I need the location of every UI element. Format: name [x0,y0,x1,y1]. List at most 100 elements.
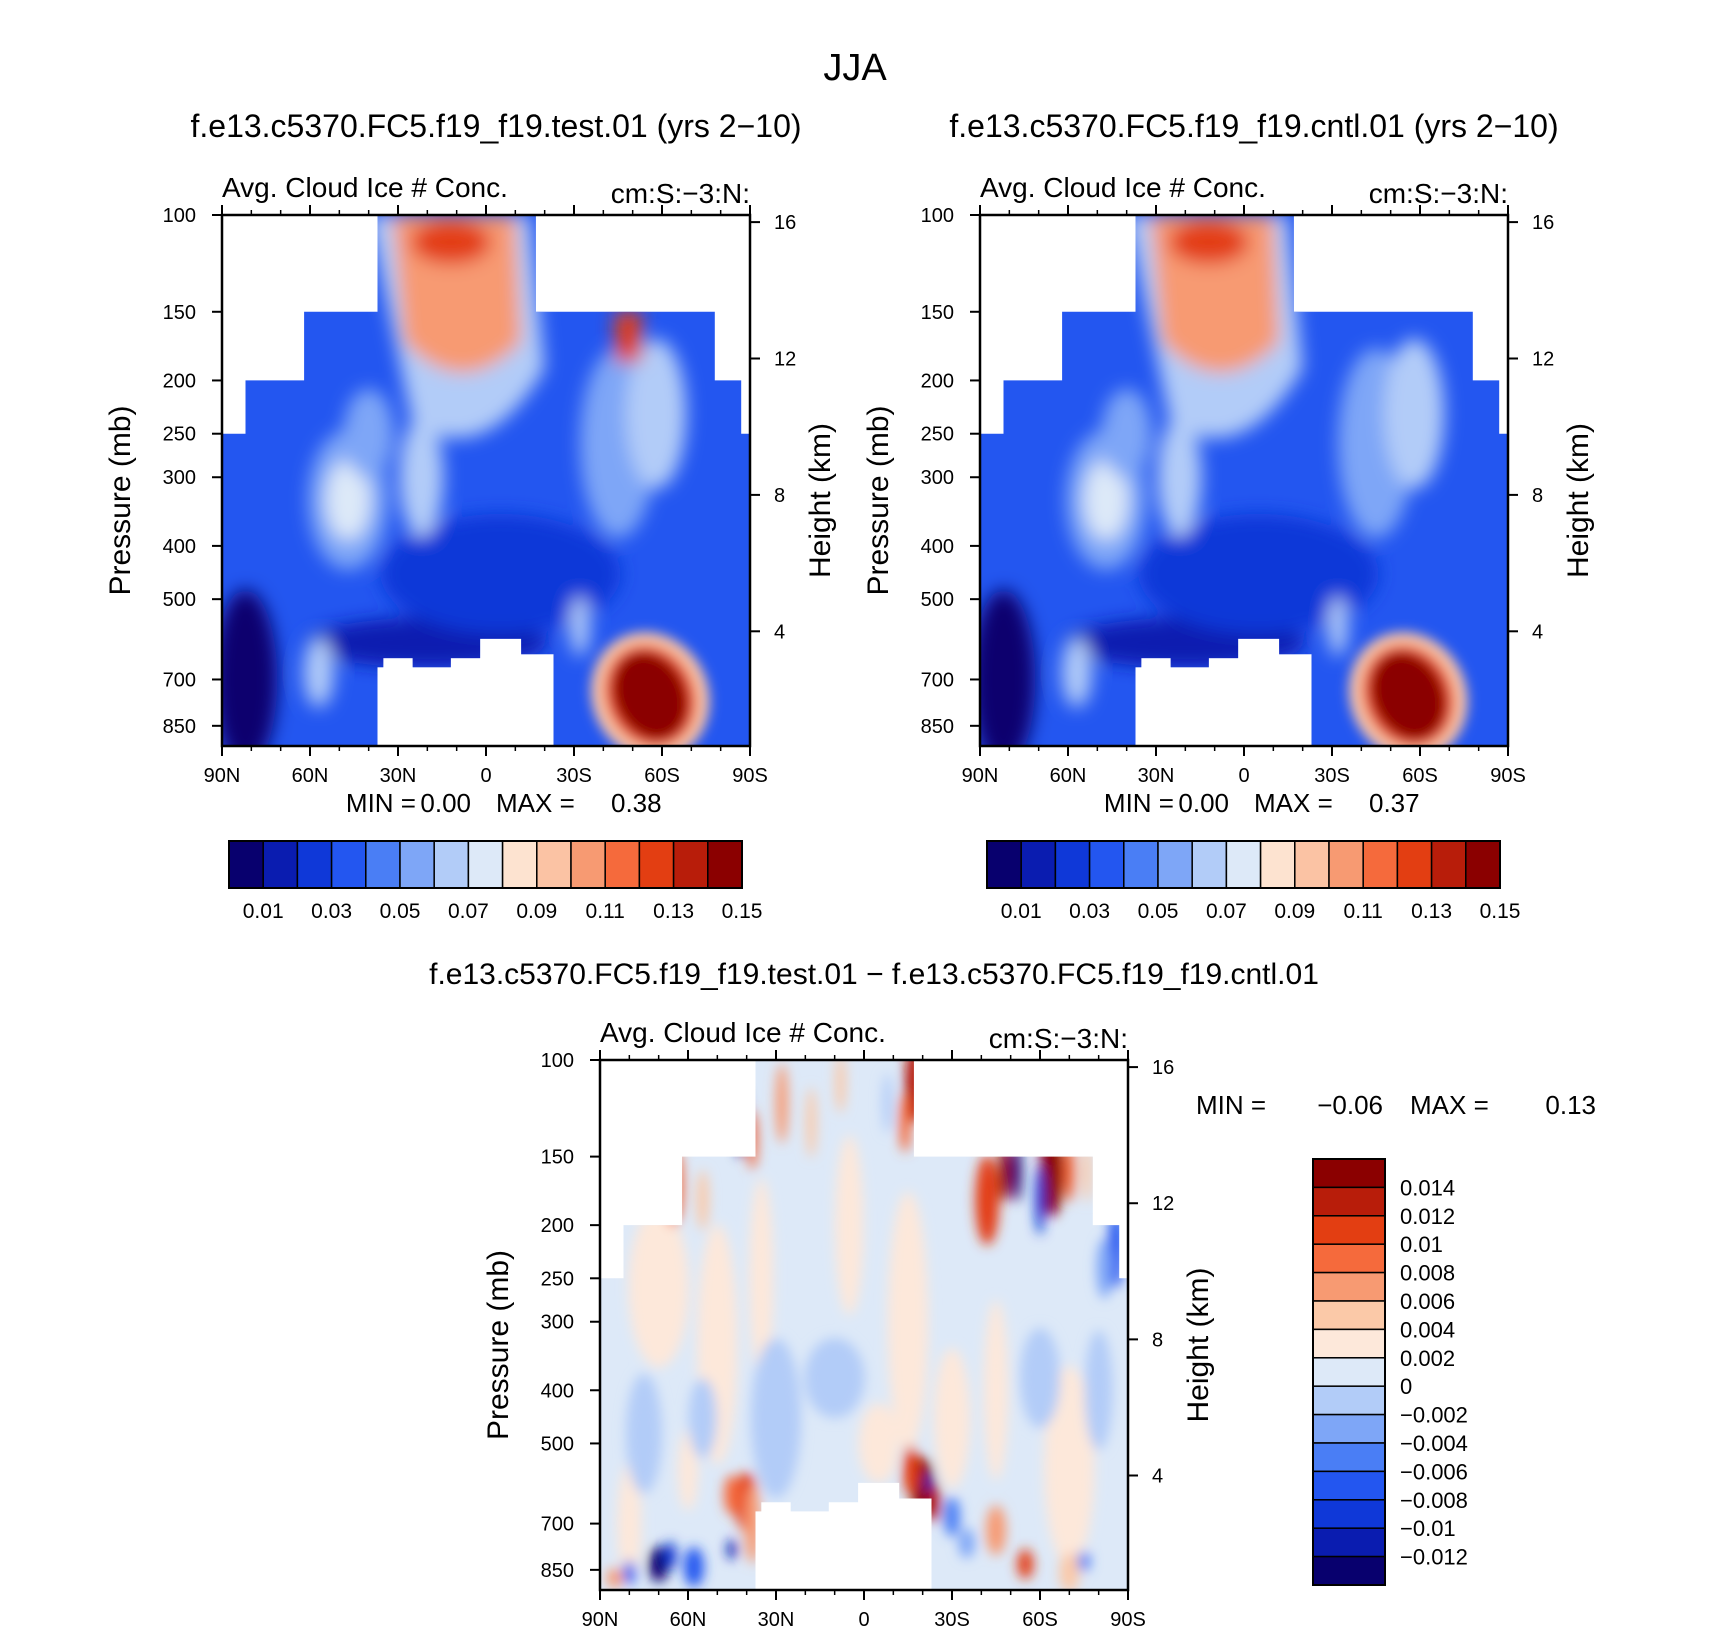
field-contour [835,1060,846,1113]
min-label: MIN = [1104,788,1174,818]
field-contour [663,1146,684,1227]
colorbar-frame [228,840,743,889]
field-contour [749,1178,774,1379]
colorbar-swatch [1396,840,1433,889]
field-contour [1084,459,1129,540]
colorbar-swatch [228,840,264,889]
field-contour [410,220,491,265]
field-contour [744,1483,761,1564]
y-tick-label: 200 [921,370,954,392]
colorbar-label: −0.012 [1400,1545,1468,1570]
colorbar-swatch [1312,1215,1386,1245]
y-axis-label: Pressure (mb) [862,405,895,595]
y-tick-label: 500 [541,1433,574,1455]
field-contour [835,1135,864,1316]
y-right-axis-label: Height (km) [804,423,837,578]
colorbar-label: −0.006 [1400,1459,1468,1484]
y-right-axis-label: Height (km) [1562,423,1595,578]
colorbar-swatch [330,840,367,889]
colorbar-swatch [1312,1271,1386,1302]
field-contour [775,1063,788,1144]
field-contour [806,1087,817,1158]
field-contour [1017,1549,1034,1580]
y-tick-label: 300 [921,467,954,489]
colorbar-label: 0.014 [1400,1175,1455,1200]
y-tick-label: 700 [921,669,954,691]
field-max-layer [590,632,710,746]
field-layer [222,215,750,746]
max-value: 0.37 [1369,788,1420,818]
field-contour [626,1373,662,1494]
y-tick-label: 850 [163,716,196,738]
field-contour [628,1207,689,1368]
field-contour [975,1155,1000,1246]
min-value: −0.06 [1317,1090,1383,1120]
x-tick-label: 0 [480,765,491,787]
colorbar-label: 0.05 [380,900,421,923]
y-tick-label: 150 [921,302,954,324]
colorbar-swatch [501,840,538,889]
colorbar-label: −0.01 [1400,1516,1456,1541]
x-tick-label: 60S [644,765,680,787]
field-contour [727,1539,737,1560]
colorbar-swatch [1312,1243,1386,1274]
y-tick-label: 400 [541,1380,574,1402]
y-tick-label: 250 [541,1268,574,1290]
colorbar-label: 0.11 [1344,900,1383,923]
y-right-tick-label: 8 [1152,1329,1163,1351]
x-tick-label: 30S [934,1609,970,1631]
colorbar-label: 0.01 [1400,1232,1443,1257]
field-contour [751,1338,801,1499]
colorbar-swatch [1312,1158,1386,1189]
colorbar-swatch [1312,1499,1386,1529]
field-layer [980,215,1508,746]
y-right-tick-label: 4 [774,621,785,643]
field-contour [984,1300,1008,1481]
field-contour [888,1191,928,1452]
colorbar-frame [1312,1158,1386,1586]
field-contour [613,652,688,740]
field-contour [1157,417,1202,538]
colorbar-label: 0.09 [1274,900,1315,923]
y-tick-label: 200 [163,370,196,392]
colorbar-swatch [1430,840,1467,889]
colorbar-label: 0.15 [722,900,763,923]
min-value: 0.00 [420,788,471,818]
field-contour [1384,338,1445,489]
left-subtitle: Avg. Cloud Ice # Conc. [600,1017,886,1048]
y-right-tick-label: 16 [1532,212,1554,234]
y-tick-label: 150 [541,1147,574,1169]
y-tick-label: 850 [541,1560,574,1582]
field-blend [222,215,687,746]
field-contour [1138,514,1379,635]
colorbar-swatch [570,840,606,889]
colorbar-label: 0.002 [1400,1346,1455,1371]
colorbar: 0.01 0.03 0.05 0.07 0.09 0.11 0.13 0.15 [986,840,1520,923]
colorbar-swatch [262,840,299,889]
field-contour [899,1092,912,1153]
field-contour [326,459,371,540]
panel-test: f.e13.c5370.FC5.f19_f19.test.01 (yrs 2−1… [104,108,837,923]
y-tick-label: 100 [921,205,954,227]
max-label: MAX = [496,788,575,818]
field-contour [399,417,444,538]
colorbar-label: 0.07 [448,900,489,923]
x-tick-label: 30N [1138,765,1175,787]
field-contour [683,1547,704,1588]
left-subtitle: Avg. Cloud Ice # Conc. [222,172,508,203]
field-contour [664,1541,677,1570]
field-contour [724,1474,740,1515]
x-tick-label: 90S [1490,765,1526,787]
colorbar-label: 0.004 [1400,1317,1455,1342]
field-contour [615,311,642,362]
max-label: MAX = [1410,1090,1489,1120]
field-contour [688,1378,717,1459]
field-blend [980,215,1445,746]
max-value: 0.13 [1545,1090,1596,1120]
y-tick-label: 850 [921,716,954,738]
colorbar-swatch [536,840,572,889]
colorbar-swatch [296,840,333,889]
colorbar-swatch [1312,1385,1386,1416]
min-label: MIN = [346,788,416,818]
